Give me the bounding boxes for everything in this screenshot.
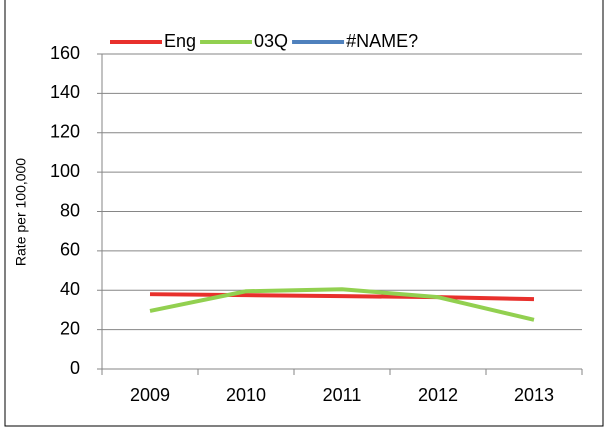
- legend-label: 03Q: [254, 31, 288, 51]
- y-tick-label: 40: [60, 279, 80, 299]
- y-tick-label: 60: [60, 240, 80, 260]
- y-tick-label: 80: [60, 200, 80, 220]
- y-tick-label: 140: [50, 82, 80, 102]
- y-tick-label: 100: [50, 161, 80, 181]
- y-tick-label: 0: [70, 358, 80, 378]
- x-tick-label: 2012: [418, 385, 458, 405]
- y-tick-label: 120: [50, 122, 80, 142]
- x-tick-label: 2009: [130, 385, 170, 405]
- y-axis-label: Rate per 100,000: [13, 158, 29, 266]
- y-tick-label: 20: [60, 318, 80, 338]
- legend-label: #NAME?: [346, 31, 418, 51]
- legend-label: Eng: [164, 31, 196, 51]
- x-tick-label: 2011: [323, 385, 362, 405]
- x-tick-label: 2013: [514, 385, 554, 405]
- series-line: [149, 292, 535, 302]
- y-tick-label: 160: [50, 43, 80, 63]
- x-tick-label: 2010: [226, 385, 266, 405]
- series-line: [149, 287, 535, 322]
- chart-border: [4, 0, 604, 427]
